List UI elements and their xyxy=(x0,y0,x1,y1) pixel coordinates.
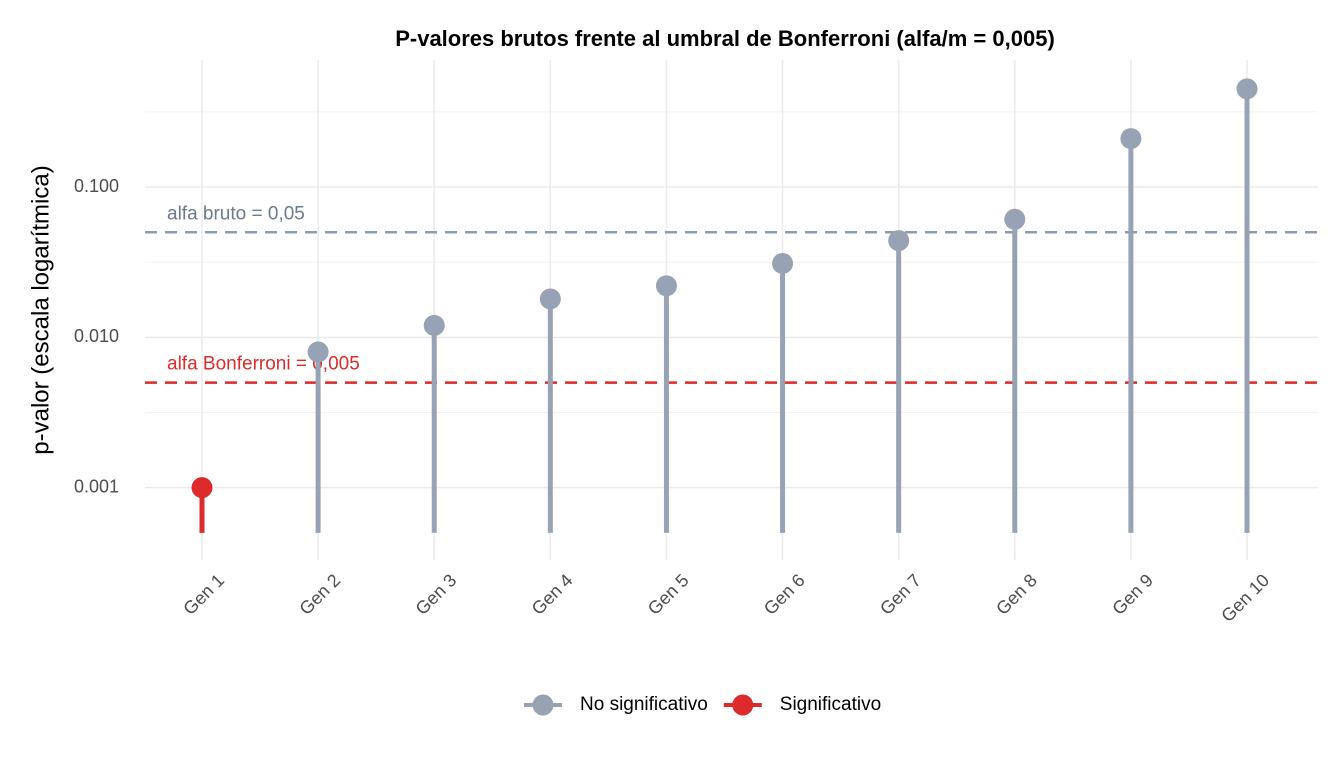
x-tick-label: Gen 3 xyxy=(412,570,461,619)
x-tick-label: Gen 10 xyxy=(1217,570,1273,626)
legend-marker xyxy=(732,694,754,716)
x-tick-label: Gen 9 xyxy=(1108,570,1157,619)
legend-marker xyxy=(532,694,554,716)
x-tick-label: Gen 7 xyxy=(876,570,925,619)
x-tick-label: Gen 4 xyxy=(528,570,577,619)
x-tick-label: Gen 1 xyxy=(179,570,228,619)
legend-label: Significativo xyxy=(780,694,881,715)
point xyxy=(772,252,794,274)
x-tick-label: Gen 8 xyxy=(992,570,1041,619)
chart-title: P-valores brutos frente al umbral de Bon… xyxy=(395,26,1055,51)
x-tick-label: Gen 2 xyxy=(295,570,344,619)
point xyxy=(539,288,561,310)
y-axis-title: p-valor (escala logarítmica) xyxy=(27,165,54,454)
y-tick-label: 0.010 xyxy=(74,326,119,346)
legend-label: No significativo xyxy=(580,694,708,715)
x-tick-label: Gen 5 xyxy=(644,570,693,619)
y-tick-label: 0.001 xyxy=(74,476,119,496)
point xyxy=(1120,128,1142,150)
x-tick-label: Gen 6 xyxy=(760,570,809,619)
point xyxy=(1004,208,1026,230)
reference-label: alfa Bonferroni = 0,005 xyxy=(167,354,360,375)
point xyxy=(1236,78,1258,100)
point xyxy=(423,314,445,336)
point xyxy=(888,230,910,252)
point xyxy=(655,275,677,297)
reference-label: alfa bruto = 0,05 xyxy=(167,203,305,224)
y-tick-label: 0.100 xyxy=(74,176,119,196)
point xyxy=(307,341,329,363)
point xyxy=(191,477,213,499)
